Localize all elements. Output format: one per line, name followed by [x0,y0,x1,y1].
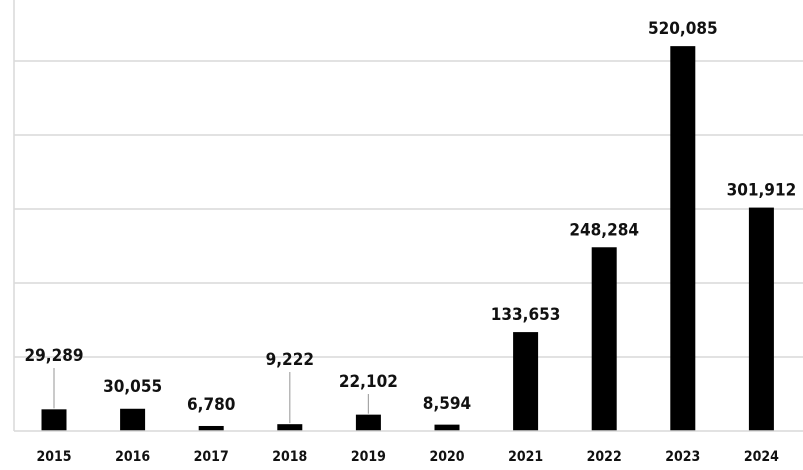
x-tick-label-2016: 2016 [115,449,150,465]
bar-2020 [434,424,460,431]
x-tick-label-2015: 2015 [36,449,71,465]
x-tick-label-2018: 2018 [272,449,307,465]
x-tick-label-2024: 2024 [744,449,779,465]
bar-2022 [591,247,617,431]
bar-2021 [513,332,539,431]
data-label-2021: 133,653 [491,305,561,325]
bars [41,46,774,432]
x-axis: 2015 2016 2017 2018 2019 2020 2021 2022 2023 2024 [14,430,803,465]
x-tick-label-2022: 2022 [587,449,622,465]
bar-2016 [120,408,146,431]
x-tick-label-2021: 2021 [508,449,543,465]
data-label-2016: 30,055 [103,377,162,397]
bar-2019 [355,414,381,431]
bar-2017 [198,425,224,431]
bar-2023 [670,46,696,432]
leader-lines [53,368,369,424]
data-label-2017: 6,780 [187,395,235,415]
x-tick-label-2023: 2023 [665,449,700,465]
data-labels: 29,289 30,055 6,780 9,222 22,102 8,594 133,653… [24,19,796,415]
data-label-2019: 22,102 [339,372,398,392]
bar-2015 [41,409,67,431]
data-label-2015: 29,289 [24,346,83,366]
data-label-2022: 248,284 [569,220,639,240]
x-tick-label-2017: 2017 [194,449,229,465]
data-label-2020: 8,594 [423,394,471,414]
x-tick-label-2019: 2019 [351,449,386,465]
data-label-2024: 301,912 [727,181,797,201]
bar-2024 [748,207,774,431]
data-label-2023: 520,085 [648,19,718,39]
bar-2018 [277,424,303,431]
data-label-2018: 9,222 [266,350,314,370]
x-tick-label-2020: 2020 [429,449,464,465]
